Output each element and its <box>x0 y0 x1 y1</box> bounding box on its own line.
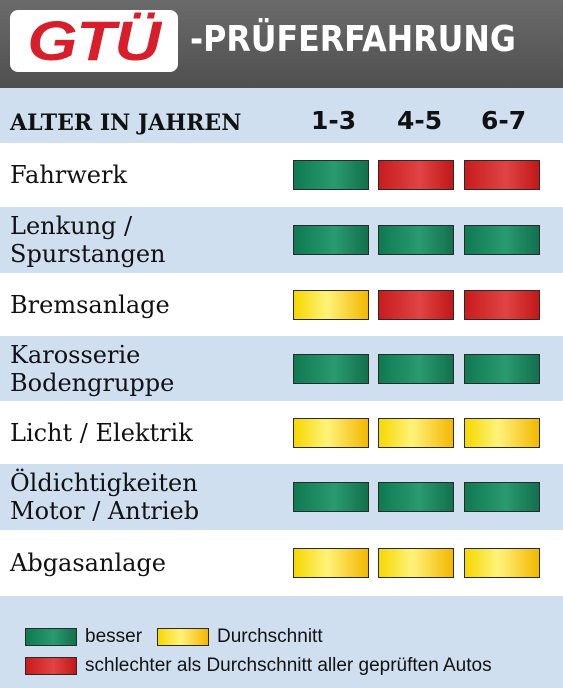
rating-cell-green <box>293 225 369 255</box>
legend-swatch-red <box>25 657 77 675</box>
row-label: Abgasanlage <box>10 549 166 577</box>
rating-cell-green <box>293 354 369 384</box>
rating-cell-red <box>378 290 454 320</box>
header-bar: GTÜ -PRÜFERFAHRUNG <box>0 0 563 88</box>
rating-cell-green <box>378 354 454 384</box>
rating-cell-green <box>464 354 540 384</box>
legend-label-better: besser <box>85 626 143 647</box>
table-row: Abgasanlage <box>0 530 563 596</box>
rating-cell-yellow <box>464 418 540 448</box>
rating-cell-red <box>378 160 454 190</box>
table-row: Karosserie Bodengruppe <box>0 338 563 399</box>
rating-cell-green <box>378 225 454 255</box>
rating-cell-green <box>293 482 369 512</box>
legend-swatch-yellow <box>157 628 209 646</box>
table-row: Licht / Elektrik <box>0 401 563 464</box>
row-label: Licht / Elektrik <box>10 419 193 447</box>
rating-cell-green <box>293 160 369 190</box>
logo-text: GTÜ <box>27 9 162 72</box>
rating-cell-yellow <box>464 548 540 578</box>
rating-cell-yellow <box>378 548 454 578</box>
table-row: Bremsanlage <box>0 273 563 336</box>
row-label: Lenkung / Spurstangen <box>10 212 166 268</box>
rating-cell-yellow <box>293 418 369 448</box>
row-label: Karosserie Bodengruppe <box>10 341 175 397</box>
column-header-1-3: 1-3 <box>311 106 357 135</box>
rating-cell-yellow <box>378 418 454 448</box>
legend-label-worse: schlechter als Durchschnitt aller geprüf… <box>85 655 492 676</box>
rating-cell-yellow <box>293 290 369 320</box>
rating-cell-green <box>464 225 540 255</box>
table-row: Fahrwerk <box>0 143 563 207</box>
legend-label-average: Durchschnitt <box>217 626 323 647</box>
table-row: Lenkung / Spurstangen <box>0 209 563 271</box>
column-header-4-5: 4-5 <box>397 106 443 135</box>
column-header-6-7: 6-7 <box>481 106 527 135</box>
age-label: ALTER IN JAHREN <box>10 110 242 136</box>
rating-cell-red <box>464 160 540 190</box>
page-title: -PRÜFERFAHRUNG <box>190 19 516 60</box>
row-label: Bremsanlage <box>10 291 170 319</box>
row-label: Fahrwerk <box>10 161 128 189</box>
rating-cell-green <box>464 482 540 512</box>
gtu-logo: GTÜ <box>10 10 178 72</box>
table-row: Öldichtigkeiten Motor / Antrieb <box>0 466 563 528</box>
rating-cell-yellow <box>293 548 369 578</box>
row-label: Öldichtigkeiten Motor / Antrieb <box>10 469 200 525</box>
rating-cell-green <box>378 482 454 512</box>
rating-cell-red <box>464 290 540 320</box>
legend-swatch-green <box>25 628 77 646</box>
